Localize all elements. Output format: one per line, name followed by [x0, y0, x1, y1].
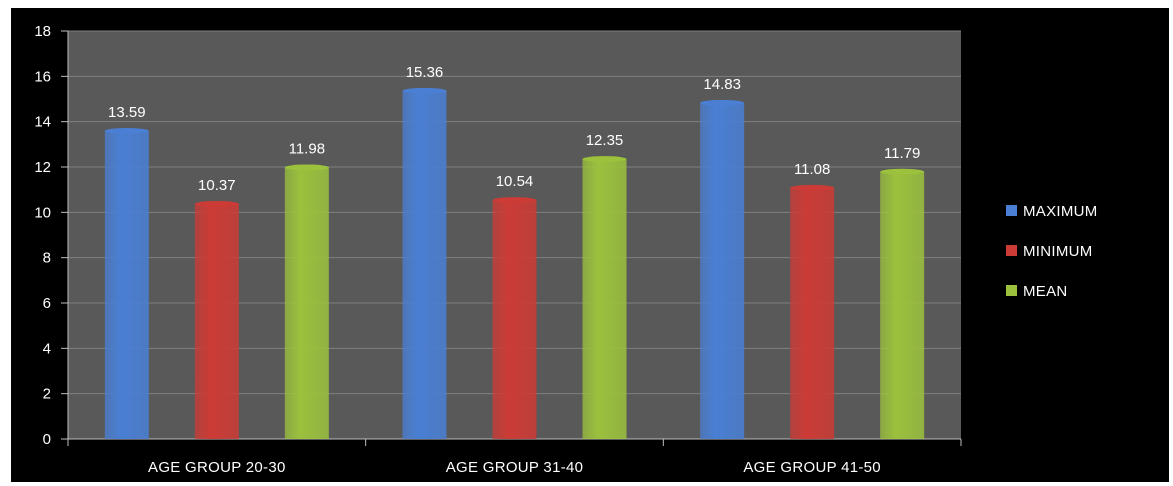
bar-cap — [284, 164, 329, 171]
bar-minimum — [194, 203, 239, 439]
data-label: 10.37 — [198, 177, 236, 194]
y-tick-label: 0 — [43, 431, 51, 448]
bar-cap — [790, 184, 835, 191]
legend-label-maximum: MAXIMUM — [1023, 203, 1098, 220]
data-label: 15.36 — [406, 64, 444, 81]
bar-mean — [582, 159, 627, 440]
bar-maximum — [700, 102, 745, 439]
y-tick-label: 18 — [34, 23, 51, 40]
bar-minimum — [492, 200, 537, 439]
legend: MAXIMUM MINIMUM MEAN — [1006, 203, 1098, 300]
bars — [104, 87, 925, 440]
y-tick-label: 10 — [34, 204, 51, 221]
legend-swatch-mean — [1006, 285, 1017, 296]
data-label: 14.83 — [703, 76, 741, 93]
x-tick-label: AGE GROUP 31-40 — [446, 459, 584, 476]
bar-maximum — [402, 90, 447, 439]
x-tick-label: AGE GROUP 41-50 — [743, 459, 881, 476]
y-axis: 0 2 4 6 8 10 12 14 16 18 — [34, 23, 69, 448]
data-label: 10.54 — [496, 173, 534, 190]
data-label: 11.79 — [884, 145, 920, 162]
y-tick-label: 8 — [43, 250, 51, 267]
x-tick-label: AGE GROUP 20-30 — [148, 459, 286, 476]
y-tick-label: 12 — [34, 159, 51, 176]
legend-label-mean: MEAN — [1023, 283, 1068, 300]
bar-cap — [880, 168, 925, 175]
chart-panel: 0 2 4 6 8 10 12 14 16 18 AGE GROUP 20-30 AGE GROUP… — [11, 8, 1169, 482]
data-label: 11.98 — [289, 140, 325, 157]
bar-minimum — [790, 187, 835, 439]
data-label: 12.35 — [586, 132, 624, 149]
y-tick-label: 16 — [34, 68, 51, 85]
bar-maximum — [104, 130, 149, 439]
y-tick-label: 2 — [43, 386, 51, 403]
y-tick-label: 4 — [43, 340, 51, 357]
bar-cap — [582, 156, 627, 163]
bar-cap — [700, 99, 745, 106]
bar-cap — [194, 200, 239, 207]
data-labels: 13.59 10.37 11.98 15.36 10.54 12.35 14.83 11.08… — [108, 64, 920, 194]
bar-cap — [492, 197, 537, 204]
data-label: 13.59 — [108, 104, 146, 121]
legend-label-minimum: MINIMUM — [1023, 243, 1093, 260]
data-label: 11.08 — [794, 161, 830, 178]
x-axis: AGE GROUP 20-30 AGE GROUP 31-40 AGE GROUP … — [67, 438, 962, 476]
bar-mean — [284, 167, 329, 439]
bar-cap — [402, 87, 447, 94]
legend-swatch-maximum — [1006, 205, 1017, 216]
bar-mean — [880, 171, 925, 439]
y-tick-label: 6 — [43, 295, 51, 312]
legend-swatch-minimum — [1006, 245, 1017, 256]
bar-cap — [104, 127, 149, 134]
y-tick-label: 14 — [34, 114, 51, 131]
